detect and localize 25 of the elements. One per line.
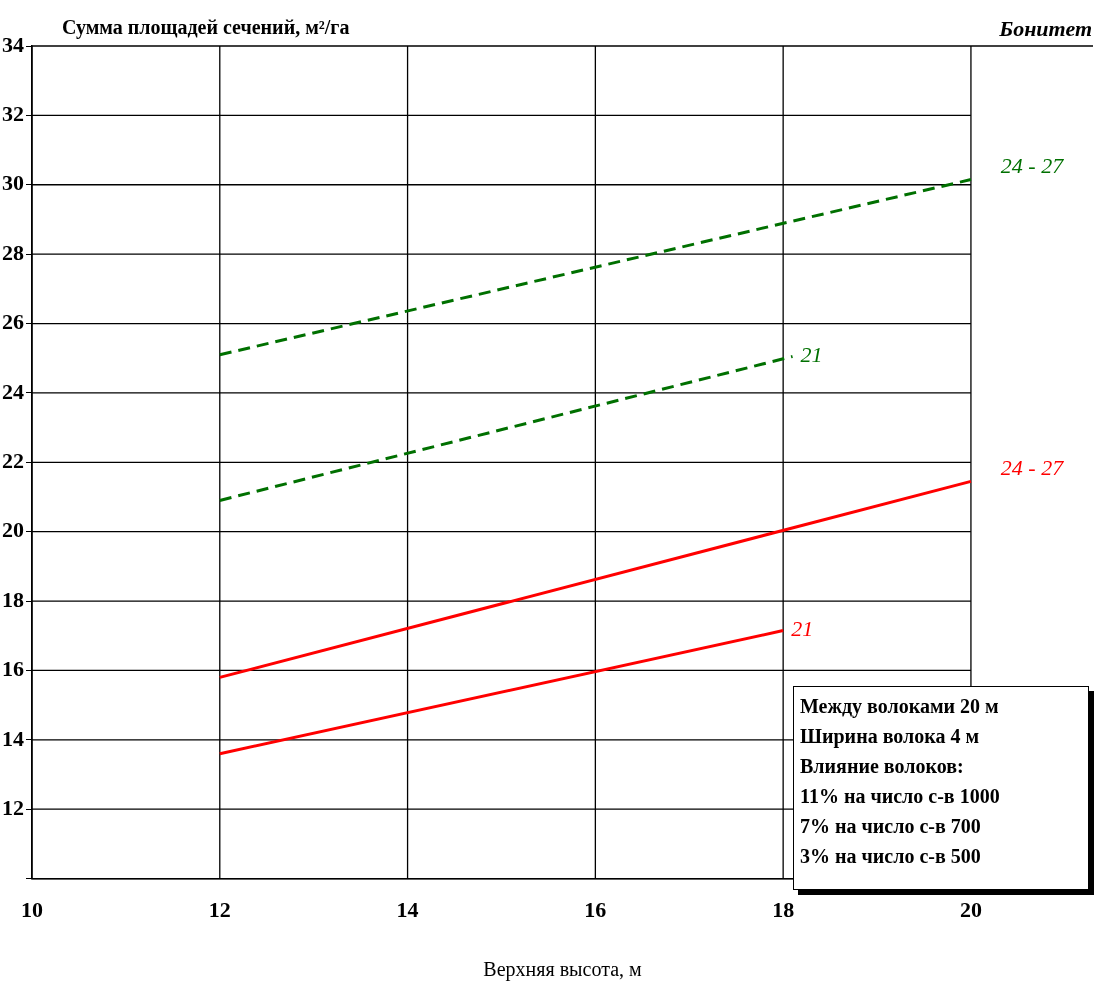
series-label: 21	[800, 342, 823, 368]
series-label: 21	[791, 616, 814, 642]
series-label: 24 - 27	[1000, 153, 1065, 179]
x-tick-label: 20	[959, 897, 982, 923]
y-tick-label: 34	[2, 31, 24, 57]
y-axis-title: Сумма площадей сечений, м²/га	[62, 16, 350, 39]
series-label: 24 - 27	[1000, 455, 1065, 481]
y-tick-label: 26	[2, 309, 24, 335]
legend-title: Бонитет	[998, 16, 1092, 41]
y-tick-label: 30	[2, 170, 24, 196]
x-tick-label: 10	[21, 897, 43, 923]
y-tick-label: 12	[2, 794, 24, 820]
y-tick-label: 28	[2, 239, 24, 265]
y-tick-label: 32	[2, 101, 24, 127]
y-tick-label: 16	[2, 656, 24, 682]
y-tick-label: 20	[2, 517, 24, 543]
y-tick-label: 22	[2, 447, 24, 473]
x-axis-title: Верхняя высота, м	[483, 958, 642, 982]
x-tick-label: 16	[584, 897, 607, 923]
x-tick-label: 14	[396, 897, 419, 923]
y-tick-label: 18	[2, 586, 24, 612]
x-tick-label: 18	[772, 897, 795, 923]
x-tick-label: 12	[208, 897, 231, 923]
y-tick-label: 14	[2, 725, 24, 751]
y-tick-label: 24	[2, 378, 24, 404]
